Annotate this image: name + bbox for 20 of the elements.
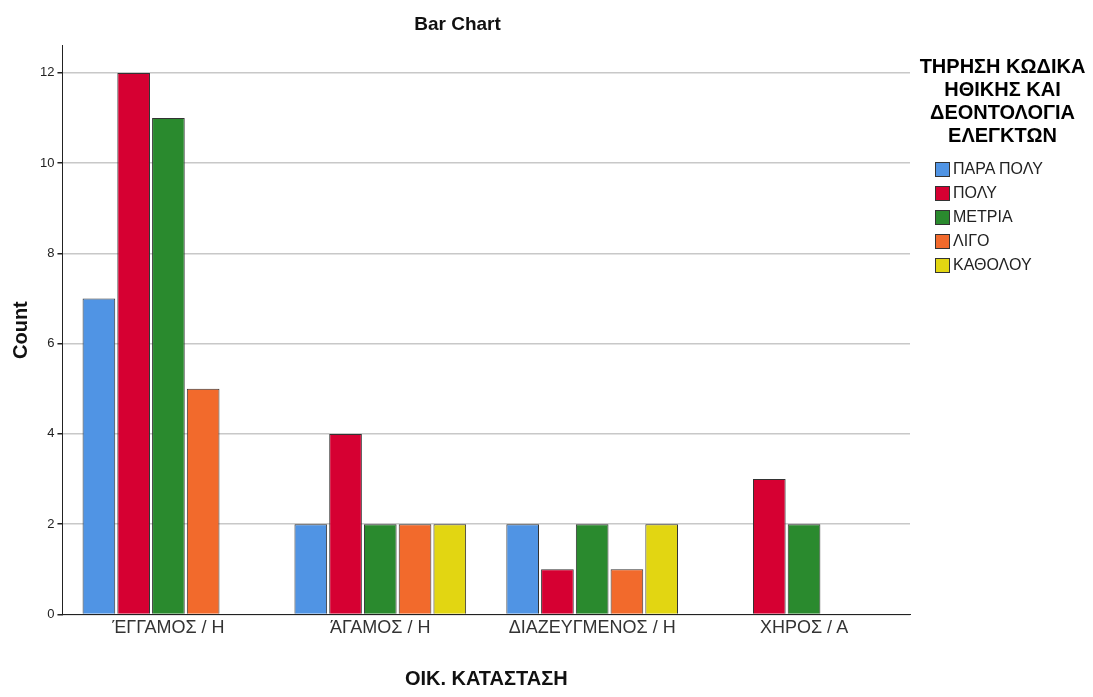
y-tick-label: 12 <box>39 64 55 80</box>
x-tick-label: ΧΗΡΟΣ / Α <box>759 617 849 638</box>
y-tick-label: 2 <box>47 515 55 531</box>
x-tick-label: ΈΓΓΑΜΟΣ / Η <box>111 617 225 638</box>
legend-label: ΚΑΘΟΛΟΥ <box>953 256 1032 274</box>
y-tick-label: 0 <box>47 605 55 621</box>
y-tick-label: 4 <box>47 425 55 441</box>
y-tick-label: 10 <box>39 154 55 170</box>
legend-label: ΠΟΛΥ <box>953 184 997 202</box>
x-tick-label: ΔΙΑΖΕΥΓΜΕΝΟΣ / Η <box>508 617 676 638</box>
x-tick-label: ΆΓΑΜΟΣ / Η <box>330 617 431 638</box>
legend-title: ΤΗΡΗΣΗ ΚΩΔΙΚΑ ΗΘΙΚΗΣ ΚΑΙ ΔΕΟΝΤΟΛΟΓΙΑ ΕΛΕΓΚΤΩΝ <box>918 55 1087 147</box>
x-axis-title: ΟΙΚ. ΚΑΤΑΣΤΑΣΗ <box>404 666 568 689</box>
y-axis-title: Count <box>8 300 31 359</box>
y-tick-label: 8 <box>47 244 55 260</box>
legend-label: ΛΙΓΟ <box>953 232 990 250</box>
legend-label: ΠΑΡΑ ΠΟΛΥ <box>953 160 1043 178</box>
y-tick-label: 6 <box>47 335 55 351</box>
chart-title: Bar Chart <box>414 12 502 34</box>
legend-label: ΜΕΤΡΙΑ <box>953 208 1013 226</box>
